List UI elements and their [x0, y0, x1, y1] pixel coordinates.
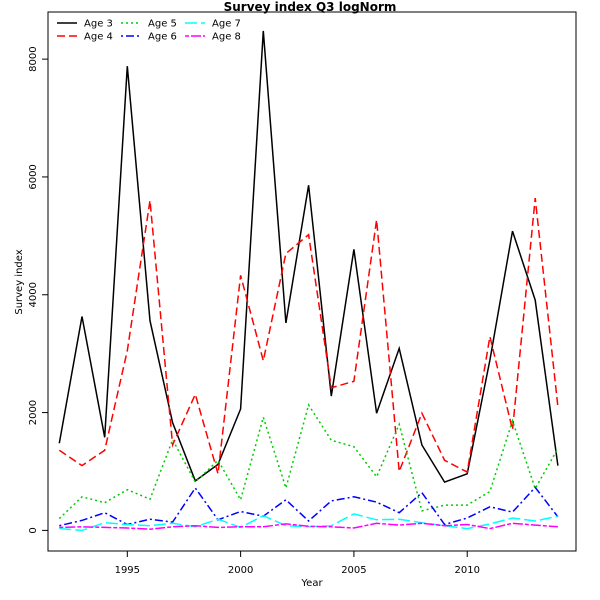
- legend-label: Age 3: [84, 19, 113, 30]
- x-axis-label: Year: [300, 578, 323, 589]
- legend-label: Age 7: [212, 19, 241, 30]
- legend-label: Age 5: [148, 19, 177, 30]
- legend-label: Age 4: [84, 32, 113, 43]
- legend-label: Age 6: [148, 32, 177, 43]
- series-lines: [58, 30, 559, 532]
- series-line-age-8: [59, 522, 558, 530]
- series-line-age-4: [58, 198, 559, 475]
- y-tick-label: 4000: [28, 282, 39, 307]
- series-line-age-6: [59, 486, 559, 527]
- x-axis: 1995 2000 2005 2010: [115, 551, 480, 576]
- legend: Age 3 Age 4 Age 5 Age 6 Age 7 Age 8: [57, 19, 241, 43]
- series-line-age-5: [58, 403, 559, 520]
- x-tick-label: 1995: [115, 565, 140, 576]
- y-tick-label: 0: [28, 527, 39, 533]
- y-axis-label: Survey index: [14, 249, 25, 314]
- series-line-age-3: [58, 30, 559, 484]
- y-tick-label: 8000: [28, 46, 39, 71]
- legend-label: Age 8: [212, 32, 241, 43]
- x-tick-label: 2005: [341, 565, 366, 576]
- y-tick-label: 6000: [28, 164, 39, 189]
- x-tick-label: 2000: [228, 565, 253, 576]
- plot-frame: [47, 11, 577, 552]
- chart-title: Survey index Q3 logNorm: [224, 0, 397, 14]
- y-tick-label: 2000: [28, 400, 39, 425]
- y-axis: 0 2000 4000 6000 8000: [28, 46, 48, 534]
- x-tick-label: 2010: [455, 565, 480, 576]
